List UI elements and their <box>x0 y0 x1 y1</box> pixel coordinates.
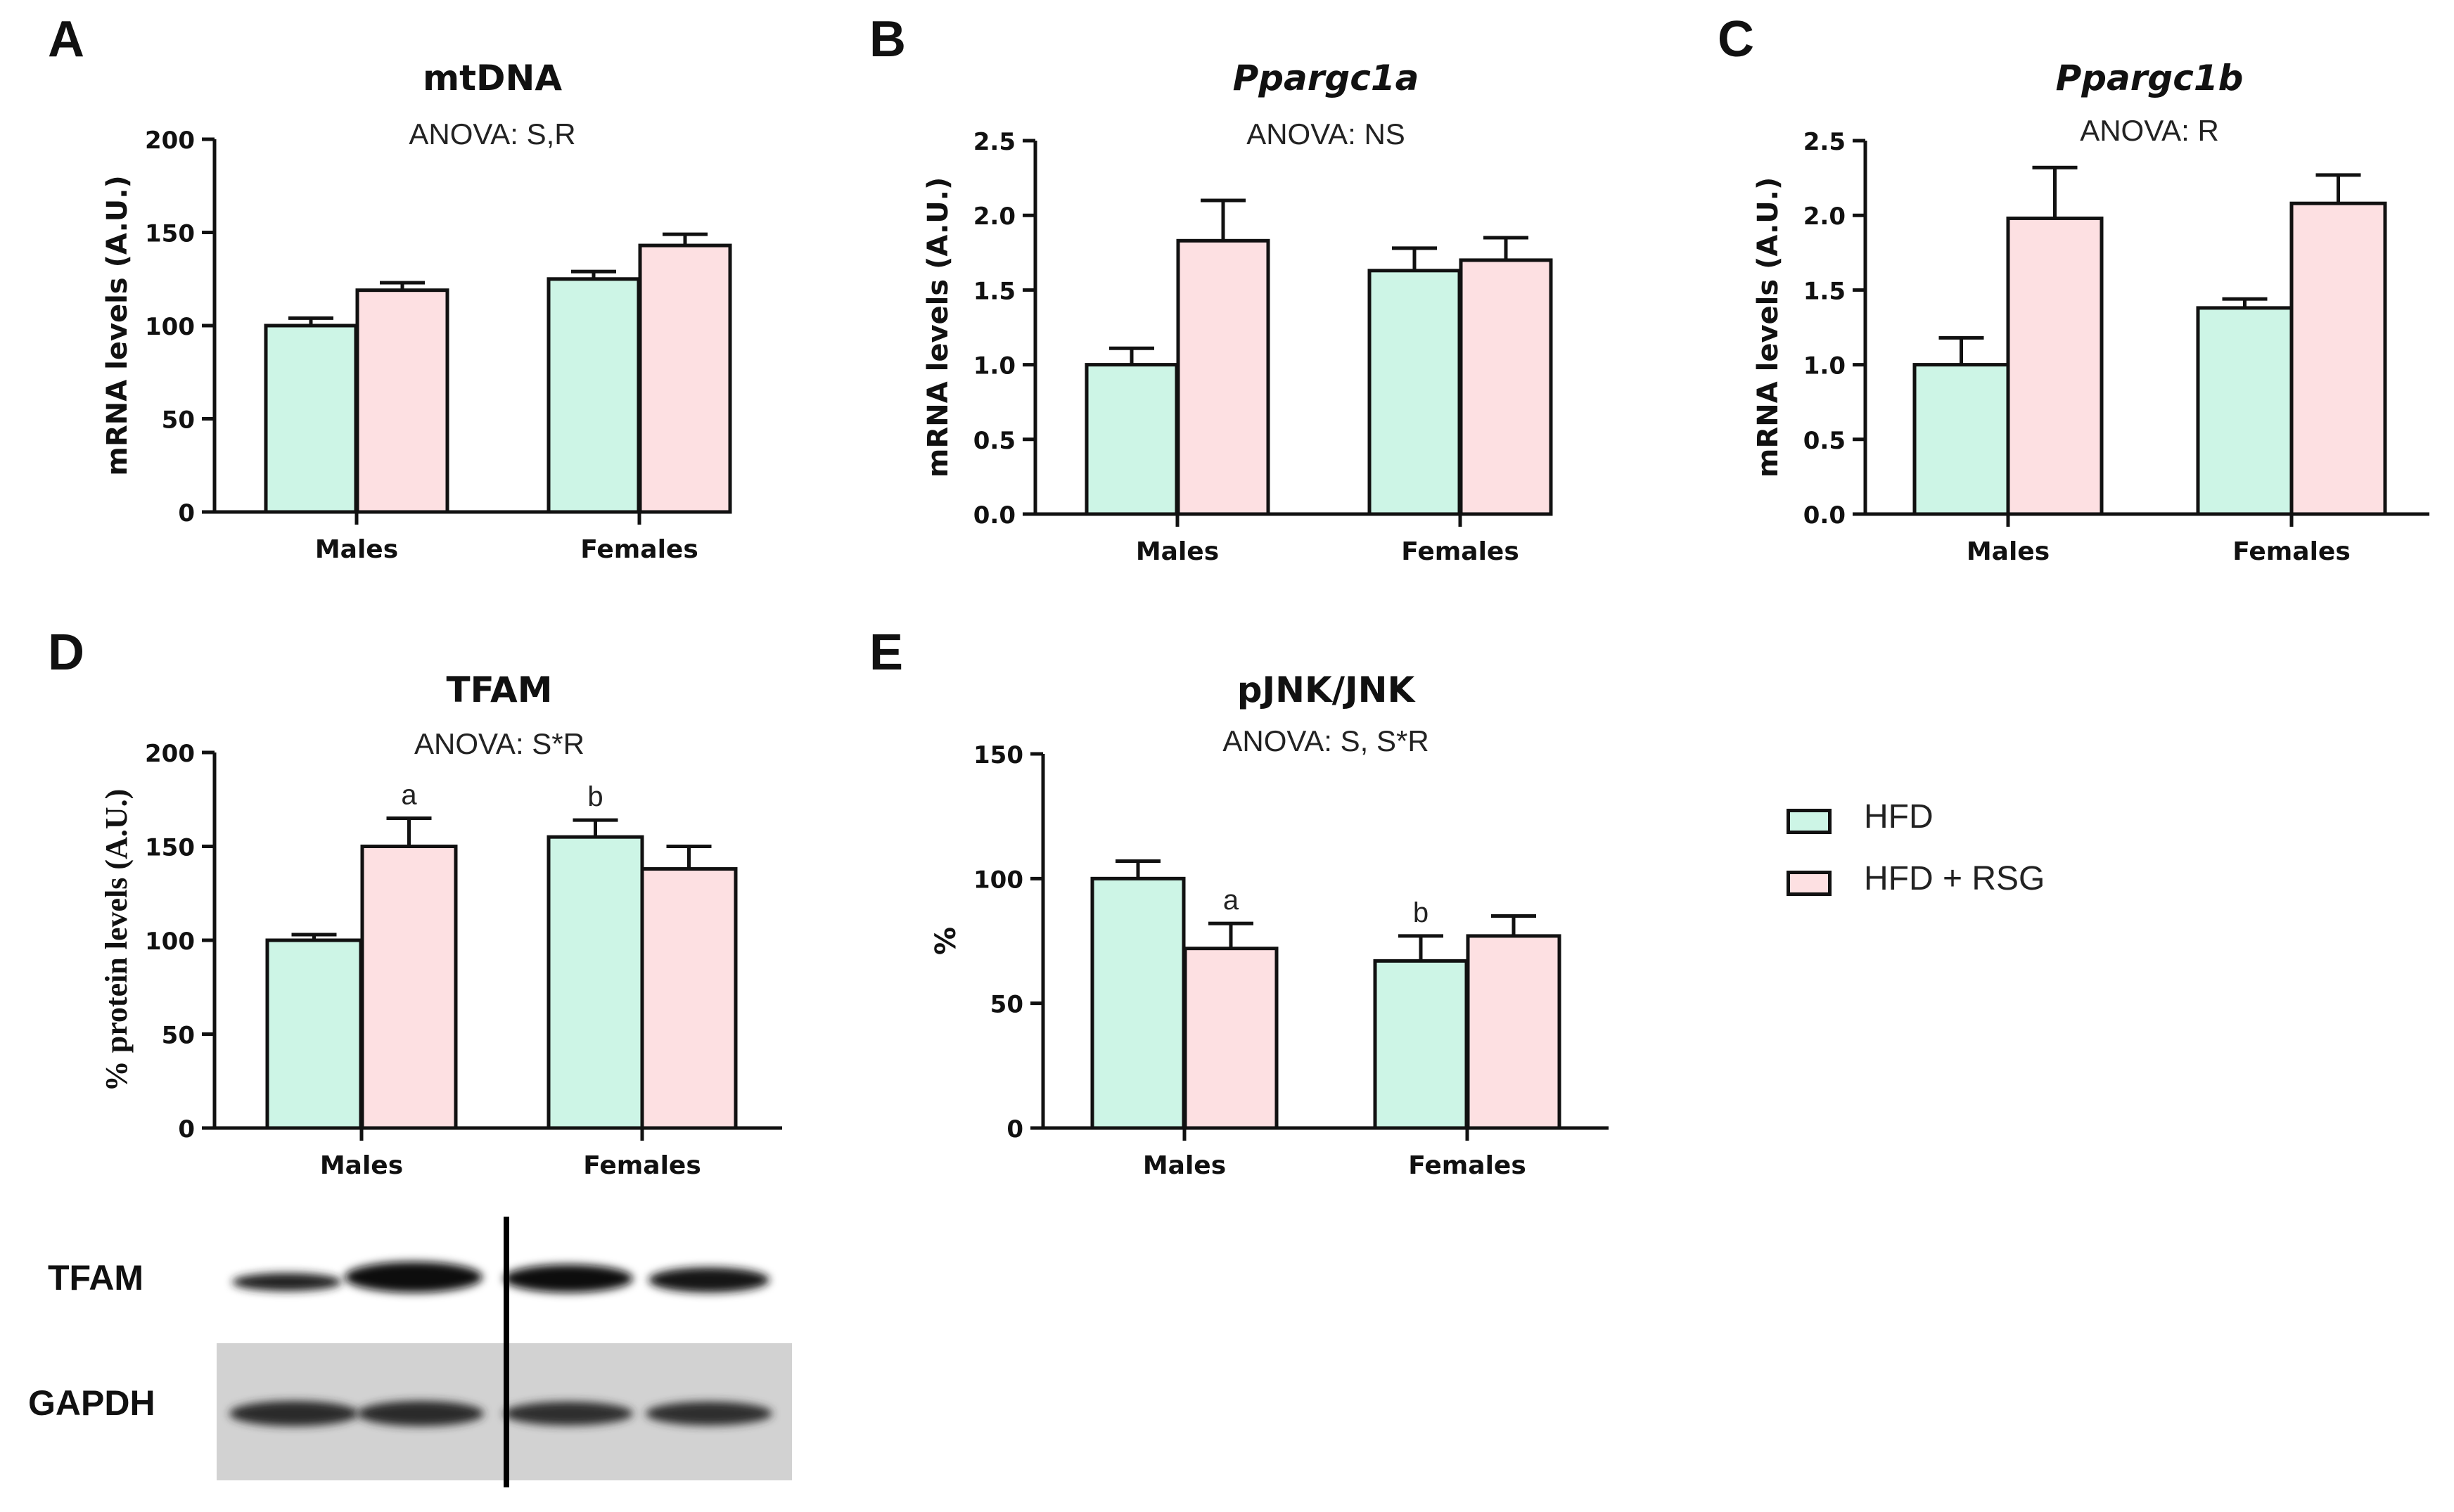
panel-c-xtick-label: Males <box>1967 537 2050 566</box>
panel-d-ylabel: % protein levels (A.U.) <box>99 789 134 1092</box>
legend-label-hfd-rsg: HFD + RSG <box>1864 860 2045 897</box>
panel-d-ytick-label: 200 <box>145 740 195 768</box>
panel-b-subtitle: ANOVA: NS <box>1246 117 1405 150</box>
panel-b-bar-hfd-rsg-females <box>1459 258 1553 516</box>
panel-b-ytick-label: 2.0 <box>973 203 1016 231</box>
panel-c-ytick-label: 1.5 <box>1803 277 1846 305</box>
panel-c-bar-hfd-females <box>2196 306 2294 516</box>
panel-b-xtick-label: Females <box>1401 537 1519 566</box>
panel-d-letter: D <box>48 624 84 681</box>
blot-band <box>646 1402 772 1425</box>
blot-label-gapdh: GAPDH <box>28 1383 155 1423</box>
panel-c-bar-hfd-males <box>1912 363 2010 516</box>
panel-d-xtick-label: Females <box>583 1151 701 1180</box>
panel-d-xtick-label: Males <box>320 1151 403 1180</box>
panel-a-bar-hfd-rsg-females <box>638 243 732 514</box>
blot-bands-tfam <box>232 1262 769 1293</box>
panel-b-title: Ppargc1a <box>1233 58 1419 98</box>
panel-d-bar-hfd-females <box>547 835 644 1130</box>
blot-bands-gapdh <box>229 1401 772 1426</box>
panel-c-ytick-label: 2.0 <box>1803 203 1846 231</box>
blot-divider <box>504 1217 509 1487</box>
panel-a-ylabel: mRNA levels (A.U.) <box>101 175 134 475</box>
panel-a-subtitle: ANOVA: S,R <box>409 117 575 150</box>
panel-c-subtitle: ANOVA: R <box>2080 114 2219 147</box>
panel-b-ylabel: mRNA levels (A.U.) <box>922 177 954 478</box>
legend-label-hfd: HFD <box>1864 798 1934 835</box>
panel-a-title: mtDNA <box>423 58 562 98</box>
panel-c-ylabel: mRNA levels (A.U.) <box>1752 177 1784 478</box>
panel-c-xtick-label: Females <box>2232 537 2351 566</box>
panel-a-bar-hfd-males <box>264 323 358 514</box>
panel-e-ytick-label: 100 <box>973 866 1023 894</box>
panel-b-ytick-label: 0.5 <box>973 427 1016 455</box>
blot-band <box>504 1264 633 1293</box>
panel-e-bar-hfd-rsg-males <box>1183 947 1279 1130</box>
panel-c-letter: C <box>1718 11 1754 68</box>
panel-b-xtick-label: Males <box>1136 537 1219 566</box>
panel-b-ytick-label: 2.5 <box>973 128 1016 156</box>
panel-c-bar-hfd-rsg-females <box>2289 201 2387 516</box>
panel-e-letter: E <box>869 624 903 681</box>
panel-b-letter: B <box>869 11 906 68</box>
panel-d-ytick-label: 100 <box>145 928 195 956</box>
panel-e-ytick-label: 50 <box>990 991 1023 1019</box>
panel-e-xtick-label: Females <box>1408 1151 1526 1180</box>
panel-e-xtick-label: Males <box>1143 1151 1226 1180</box>
panel-b-bar-hfd-females <box>1367 269 1462 516</box>
panel-b-ytick-label: 0.0 <box>973 501 1016 530</box>
panel-c-ytick-label: 1.0 <box>1803 352 1846 380</box>
panel-d-bar-hfd-rsg-males <box>360 845 458 1130</box>
panel-a-xtick-label: Males <box>315 535 398 564</box>
panel-b-bar-hfd-rsg-males <box>1176 238 1270 516</box>
panel-d-subtitle: ANOVA: S*R <box>414 727 584 760</box>
panel-a-ytick-label: 100 <box>145 313 195 341</box>
panel-c-bar-hfd-rsg-males <box>2006 216 2104 516</box>
blot-band <box>648 1267 769 1293</box>
panel-c-ytick-label: 0.5 <box>1803 427 1846 455</box>
panel-b-ytick-label: 1.5 <box>973 277 1016 305</box>
panel-e-bar-hfd-males <box>1090 876 1186 1130</box>
blot-band <box>504 1402 633 1425</box>
panel-e-title: pJNK/JNK <box>1237 669 1417 710</box>
panel-d-bar-hfd-rsg-females <box>640 867 738 1130</box>
panel-e-ylabel: % <box>930 927 962 955</box>
legend-swatch-hfd <box>1787 809 1832 834</box>
blot-label-tfam: TFAM <box>48 1258 144 1298</box>
panel-d-title: TFAM <box>447 669 553 710</box>
panel-b-bar-hfd-males <box>1085 363 1179 516</box>
panel-c-ytick-label: 0.0 <box>1803 501 1846 530</box>
panel-e-bar-hfd-rsg-females <box>1466 934 1561 1130</box>
panel-a-ytick-label: 50 <box>162 406 195 435</box>
panel-a-ytick-label: 200 <box>145 127 195 155</box>
western-blot: TFAM GAPDH <box>0 1210 802 1498</box>
panel-a-ytick-label: 150 <box>145 220 195 248</box>
blot-band <box>345 1262 483 1293</box>
panel-b-ytick-label: 1.0 <box>973 352 1016 380</box>
panel-a-letter: A <box>48 11 84 68</box>
panel-e-annotation-a: a <box>1223 885 1239 916</box>
panel-d-ytick-label: 150 <box>145 834 195 862</box>
panel-a-xtick-label: Females <box>580 535 698 564</box>
panel-e-ytick-label: 150 <box>973 741 1023 769</box>
legend-swatch-hfd-rsg <box>1787 871 1832 896</box>
blot-band <box>357 1401 484 1426</box>
panel-d-annotation-b: b <box>587 781 603 812</box>
panel-a-bar-hfd-rsg-males <box>355 288 449 514</box>
panel-d-ytick-label: 50 <box>162 1022 195 1050</box>
panel-a-bar-hfd-females <box>547 277 641 514</box>
panel-d-ytick-label: 0 <box>178 1115 195 1143</box>
panel-c-title: Ppargc1b <box>2056 58 2244 98</box>
panel-d-bar-hfd-males <box>265 938 363 1130</box>
panel-e-subtitle: ANOVA: S, S*R <box>1222 724 1429 757</box>
panel-e-ytick-label: 0 <box>1006 1115 1023 1143</box>
panel-e-annotation-b: b <box>1413 897 1429 928</box>
panel-a-ytick-label: 0 <box>178 499 195 527</box>
panel-d-annotation-a: a <box>401 779 417 810</box>
panel-c-ytick-label: 2.5 <box>1803 128 1846 156</box>
blot-band <box>229 1401 359 1426</box>
panel-e-bar-hfd-females <box>1373 959 1469 1130</box>
blot-band <box>232 1273 342 1291</box>
